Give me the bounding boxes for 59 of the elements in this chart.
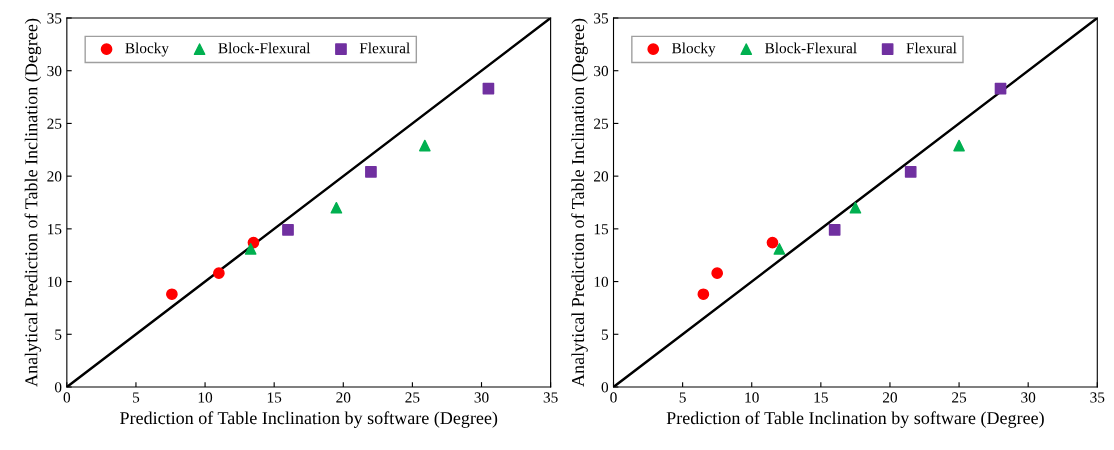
x-tick-label: 20 [882,392,898,403]
point [711,267,724,279]
x-tick-label: 20 [336,392,351,403]
point [697,288,710,301]
y-tick-label: 5 [55,329,62,340]
legend-label: Block-Flexural [765,42,857,54]
x-tick-label: 30 [474,392,489,403]
y-tick-label: 35 [594,13,609,24]
y-tick-label: 15 [48,224,62,235]
y-tick-label: 20 [47,171,62,182]
y-tick-label: 15 [594,224,609,235]
y-tick-label: 0 [601,382,609,393]
y-tick-label: 25 [594,118,609,129]
y-tick-label: 10 [48,276,62,288]
x-axis-title: Prediction of Table Inclination by software (Degree) [120,411,498,428]
x-tick-label: 10 [198,392,213,403]
point [773,243,786,255]
y-tick-label: 35 [47,13,62,24]
y-tick-label: 30 [594,65,609,77]
x-tick-label: 35 [1090,392,1105,403]
x-tick-label: 15 [814,392,828,403]
point [365,166,377,178]
legend-label: Blocky [672,42,716,57]
point [166,288,178,301]
y-axis-title: Analytical Prediction of Table Inclination (Degree) [571,18,588,387]
point [849,201,862,214]
point [904,166,917,178]
x-tick-label: 5 [133,392,140,403]
point [953,139,965,152]
x-tick-label: 0 [610,392,617,403]
point [330,201,343,214]
point [766,236,779,249]
y-tick-label: 20 [594,171,609,182]
y-tick-label: 0 [54,382,62,393]
legend-label: Flexural [906,42,957,54]
legend-label: Block-Flexural [218,42,311,54]
legend-label: Flexural [359,42,410,54]
point [828,224,841,236]
point [282,224,294,236]
legend-label: Blocky [125,42,169,57]
point [994,82,1007,95]
y-tick-label: 10 [594,276,609,288]
y-tick-label: 5 [601,329,609,340]
point [482,82,495,95]
x-tick-label: 35 [543,392,558,403]
x-tick-label: 0 [63,392,71,403]
x-tick-label: 15 [267,392,282,403]
x-tick-label: 25 [405,392,420,403]
x-tick-label: 5 [679,392,686,403]
x-tick-label: 30 [1021,392,1036,403]
y-tick-label: 30 [47,65,62,77]
point [418,139,431,152]
x-tick-label: 10 [745,392,759,403]
point [213,267,225,279]
y-tick-label: 25 [47,118,62,129]
x-tick-label: 25 [952,392,967,403]
x-axis-title: Prediction of Table Inclination by software (Degree) [666,411,1044,428]
point [244,243,257,255]
y-axis-title: Analytical Prediction of Table Inclination (Degree) [24,18,42,387]
